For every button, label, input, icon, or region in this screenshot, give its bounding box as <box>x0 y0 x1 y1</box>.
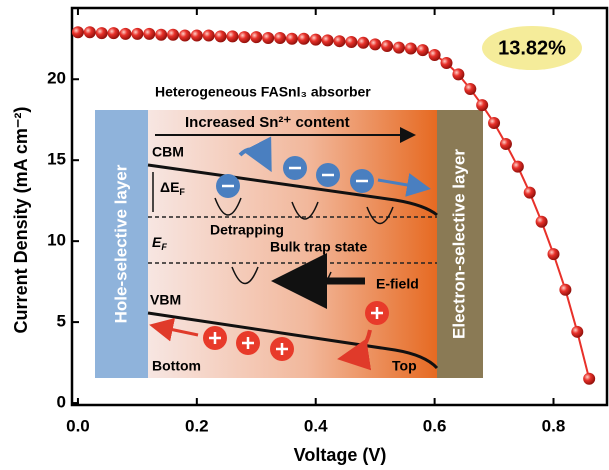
data-point <box>571 326 583 338</box>
detrapping-label: Detrapping <box>210 222 284 238</box>
data-point <box>405 42 417 54</box>
data-point <box>215 30 227 42</box>
data-point <box>191 30 203 42</box>
data-point <box>274 32 286 44</box>
x-tick-label: 0.4 <box>304 416 328 435</box>
data-point <box>96 27 108 39</box>
efield-label: E-field <box>376 276 419 292</box>
data-point <box>286 33 298 45</box>
data-point <box>429 49 441 61</box>
x-axis-label: Voltage (V) <box>294 445 387 465</box>
x-tick-label: 0.0 <box>66 416 90 435</box>
y-tick-label: 20 <box>47 69 66 88</box>
data-point <box>559 284 571 296</box>
data-point <box>417 44 429 56</box>
data-point <box>369 38 381 50</box>
inset-title: Heterogeneous FASnI₃ absorber <box>155 84 371 100</box>
data-point <box>512 161 524 173</box>
y-tick-label: 0 <box>57 393 66 412</box>
delta-ef-sub: F <box>179 187 185 197</box>
data-point <box>548 248 560 260</box>
delta-ef-main: ΔE <box>160 179 179 195</box>
data-point <box>84 26 96 38</box>
y-axis-label: Current Density (mA cm⁻²) <box>11 107 31 334</box>
data-point <box>322 34 334 46</box>
data-point <box>393 42 405 54</box>
cbm-label: CBM <box>152 144 184 160</box>
data-point <box>250 31 262 43</box>
data-point <box>298 33 310 45</box>
data-point <box>155 29 167 41</box>
data-point <box>583 373 595 385</box>
hole-layer-label: Hole-selective layer <box>111 164 130 323</box>
data-point <box>131 28 143 40</box>
data-point <box>143 28 155 40</box>
x-tick-label: 0.6 <box>423 416 447 435</box>
data-point <box>536 216 548 228</box>
y-tick-label: 5 <box>57 312 66 331</box>
inset-diagram: Hole-selective layer Electron-selective … <box>95 84 483 378</box>
data-point <box>334 35 346 47</box>
data-point <box>179 30 191 42</box>
data-point <box>238 31 250 43</box>
x-tick-label: 0.2 <box>185 416 209 435</box>
data-point <box>310 34 322 46</box>
data-point <box>108 27 120 39</box>
electron-layer-label: Electron-selective layer <box>449 149 468 339</box>
data-point <box>227 30 239 42</box>
data-point <box>381 40 393 52</box>
bottom-label: Bottom <box>152 358 201 374</box>
data-point <box>345 36 357 48</box>
top-label: Top <box>392 358 417 374</box>
data-point <box>452 68 464 80</box>
data-point <box>476 99 488 111</box>
data-point <box>500 138 512 150</box>
data-point <box>488 117 500 129</box>
data-point <box>464 83 476 95</box>
data-point <box>120 28 132 40</box>
ef-sub: F <box>161 242 167 252</box>
vbm-label: VBM <box>150 292 181 308</box>
data-point <box>203 30 215 42</box>
x-tick-label: 0.8 <box>542 416 566 435</box>
data-point <box>262 32 274 44</box>
trend-label: Increased Sn²⁺ content <box>185 114 350 131</box>
data-point <box>524 187 536 199</box>
bulk-trap-label: Bulk trap state <box>270 239 367 255</box>
data-point <box>167 29 179 41</box>
chart: Hole-selective layer Electron-selective … <box>0 0 609 470</box>
annotation: 13.82% <box>498 37 566 59</box>
data-point <box>441 57 453 69</box>
y-tick-label: 10 <box>47 231 66 250</box>
data-point <box>357 37 369 49</box>
data-point <box>72 26 84 38</box>
y-tick-label: 15 <box>47 150 66 169</box>
